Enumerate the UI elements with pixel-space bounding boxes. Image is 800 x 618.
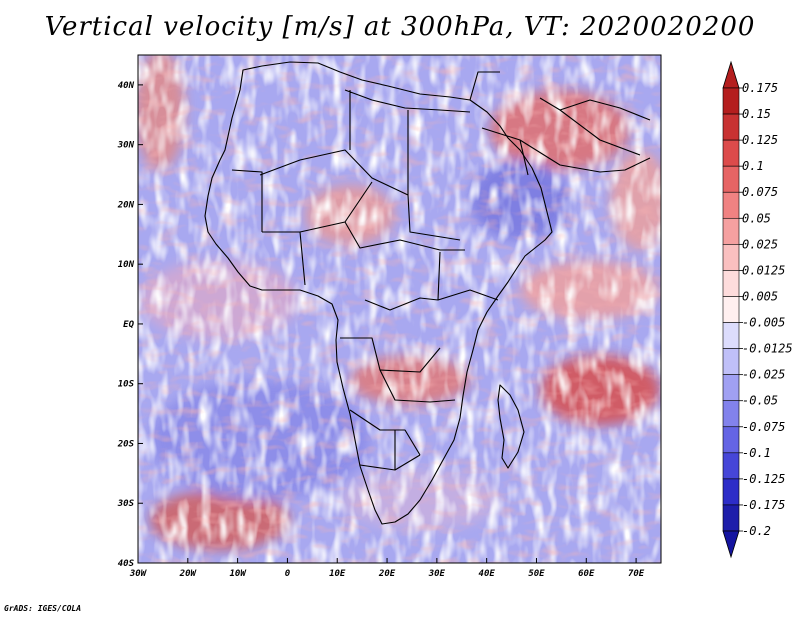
colorbar-label: 0.0125 <box>742 263 785 277</box>
lon-tick-label: 0 <box>285 569 291 579</box>
lat-tick-label: 40S <box>118 559 135 569</box>
colorbar-label: -0.025 <box>742 368 785 382</box>
lat-tick-label: EQ <box>123 320 134 330</box>
colorbar-label: 0.1 <box>742 159 764 173</box>
colorbar-label: 0.15 <box>742 107 771 121</box>
colorbar-label: 0.005 <box>742 289 778 303</box>
lat-tick-label: 10N <box>118 260 135 270</box>
colorbar-swatch <box>722 452 740 480</box>
lat-tick-label: 20S <box>117 439 135 449</box>
longitude-ticks: 30W 20W 10W 0 10E 20E 30E 40E 50E 60E 70E <box>129 558 645 579</box>
colorbar-swatch <box>722 139 740 167</box>
colorbar-label: 0.175 <box>742 81 778 95</box>
colorbar-swatch <box>722 348 740 375</box>
colorbar-label: -0.125 <box>742 472 785 486</box>
colorbar-label: -0.005 <box>742 316 785 330</box>
colorbar-top-arrow <box>722 60 740 89</box>
colorbar-label: 0.05 <box>742 211 771 225</box>
lon-tick-label: 50E <box>528 569 545 579</box>
lon-tick-label: 20W <box>179 569 198 579</box>
lat-tick-label: 40N <box>118 81 135 91</box>
lon-tick-label: 10W <box>229 569 247 579</box>
colorbar-swatch <box>722 504 740 532</box>
colorbar-label: -0.0125 <box>742 342 793 356</box>
colorbar-swatch <box>722 270 740 297</box>
lon-tick-label: 20E <box>378 569 396 579</box>
colorbar-bottom-arrow <box>722 530 740 559</box>
colorbar-swatch <box>722 374 740 402</box>
colorbar-swatch <box>722 296 740 323</box>
lat-tick-label: 30S <box>117 499 135 509</box>
velocity-field-map <box>137 54 662 564</box>
lat-tick-label: 30N <box>117 141 135 151</box>
colorbar-swatch <box>722 244 740 271</box>
colorbar-swatch <box>722 191 740 219</box>
colorbar-label: 0.075 <box>742 185 778 199</box>
lon-tick-label: 60E <box>578 569 595 579</box>
colorbar-swatch <box>722 400 740 428</box>
colorbar-label: -0.175 <box>742 498 785 512</box>
coastlines-and-borders <box>204 61 651 525</box>
colorbar-swatch <box>722 478 740 506</box>
colorbar-label: 0.125 <box>742 133 778 147</box>
colorbar-swatch <box>722 322 740 349</box>
lat-tick-label: 20N <box>117 200 135 210</box>
colorbar-swatch <box>722 165 740 193</box>
colorbar-label: -0.2 <box>742 524 771 538</box>
lon-tick-label: 40E <box>479 569 496 579</box>
lon-tick-label: 30E <box>428 569 446 579</box>
lat-tick-label: 10S <box>118 380 135 390</box>
colorbar-legend: 0.175 0.15 0.125 0.1 0.075 0.05 0.025 0.0125 0.0… <box>722 60 793 559</box>
lon-tick-label: 70E <box>628 569 645 579</box>
lon-tick-label: 10E <box>329 569 346 579</box>
grads-credit: GrADS: IGES/COLA <box>4 604 82 613</box>
colorbar-swatch <box>722 217 740 245</box>
colorbar-swatch <box>722 87 740 115</box>
latitude-ticks: 40N 30N 20N 10N EQ 10S 20S 30S 40S <box>117 81 143 569</box>
colorbar-label: -0.05 <box>742 394 778 408</box>
colorbar-swatch <box>722 113 740 141</box>
lon-tick-label: 30W <box>129 569 148 579</box>
colorbar-label: -0.1 <box>742 446 771 460</box>
map-title: Vertical velocity [m/s] at 300hPa, VT: 2… <box>44 12 756 42</box>
colorbar-label: 0.025 <box>742 237 778 251</box>
colorbar-label: -0.075 <box>742 420 785 434</box>
colorbar-swatch <box>722 426 740 454</box>
